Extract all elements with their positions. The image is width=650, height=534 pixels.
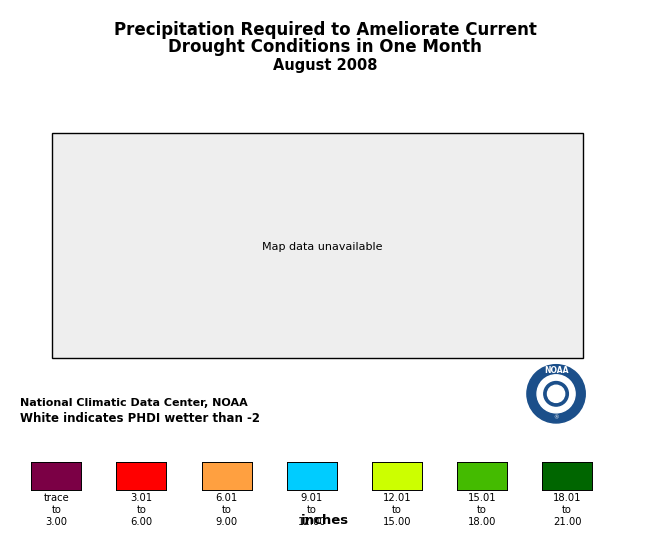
Text: Precipitation Required to Ameliorate Current: Precipitation Required to Ameliorate Cur… bbox=[114, 21, 536, 40]
Text: 6.01
to
9.00: 6.01 to 9.00 bbox=[215, 493, 238, 527]
Text: 12.01
to
15.00: 12.01 to 15.00 bbox=[382, 493, 411, 527]
Text: Map data unavailable: Map data unavailable bbox=[261, 242, 382, 252]
Circle shape bbox=[527, 365, 585, 423]
Text: inches: inches bbox=[301, 514, 349, 527]
Text: August 2008: August 2008 bbox=[273, 58, 377, 73]
Text: trace
to
3.00: trace to 3.00 bbox=[44, 493, 69, 527]
Text: 18.01
to
21.00: 18.01 to 21.00 bbox=[553, 493, 581, 527]
Text: 15.01
to
18.00: 15.01 to 18.00 bbox=[467, 493, 497, 527]
Text: White indicates PHDI wetter than -2: White indicates PHDI wetter than -2 bbox=[20, 412, 259, 425]
Text: Drought Conditions in One Month: Drought Conditions in One Month bbox=[168, 38, 482, 57]
Text: National Climatic Data Center, NOAA: National Climatic Data Center, NOAA bbox=[20, 398, 247, 407]
Circle shape bbox=[537, 375, 575, 413]
Text: 3.01
to
6.00: 3.01 to 6.00 bbox=[130, 493, 153, 527]
Bar bbox=[51, 132, 583, 358]
Text: ®: ® bbox=[553, 415, 559, 420]
Circle shape bbox=[547, 385, 565, 403]
Text: 9.01
to
12.00: 9.01 to 12.00 bbox=[298, 493, 326, 527]
Text: NOAA: NOAA bbox=[544, 366, 568, 375]
Circle shape bbox=[544, 381, 568, 406]
